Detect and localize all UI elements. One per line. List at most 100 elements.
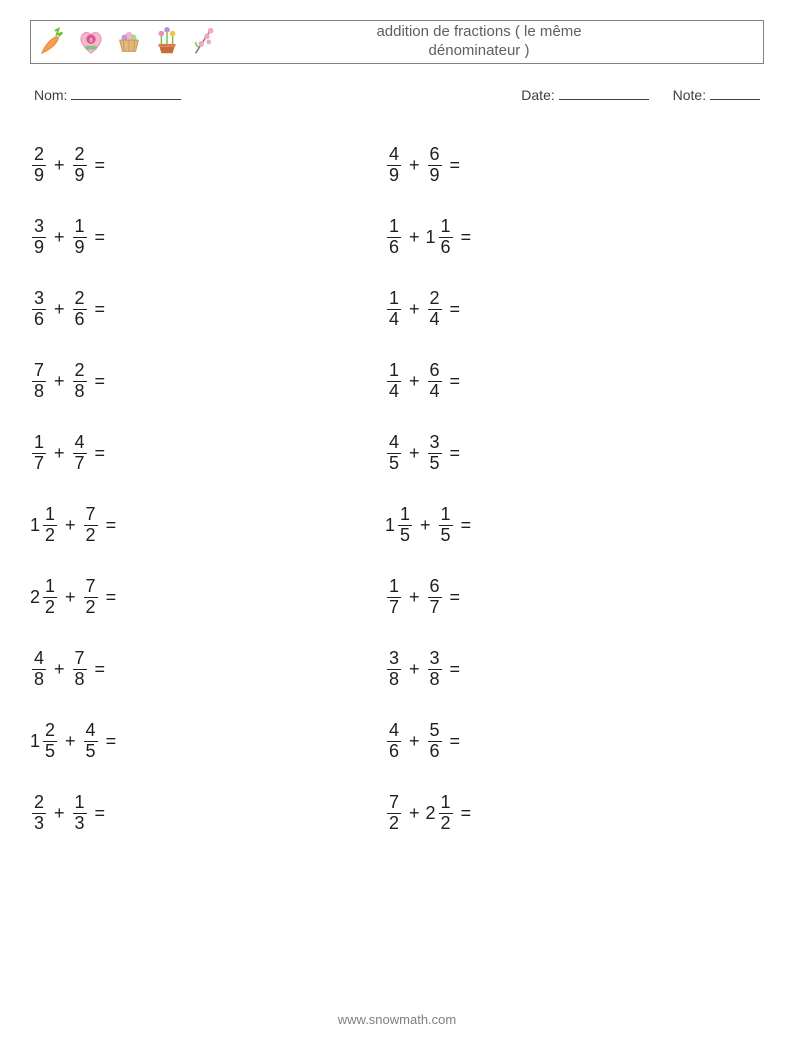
note-label: Note:	[673, 87, 706, 103]
numerator: 1	[387, 217, 401, 237]
header-icons: 8	[37, 26, 221, 58]
problem: 115+15=	[385, 489, 740, 561]
fraction: 29	[32, 145, 46, 186]
equals-sign: =	[95, 155, 106, 176]
problem: 29 +29 =	[30, 129, 385, 201]
denominator: 8	[73, 381, 87, 402]
problem: 212+72=	[30, 561, 385, 633]
fraction: 23	[32, 793, 46, 834]
plus-sign: +	[65, 587, 76, 608]
equals-sign: =	[95, 659, 106, 680]
svg-text:8: 8	[89, 38, 92, 44]
denominator: 6	[387, 741, 401, 762]
fraction: 15	[398, 505, 412, 546]
plus-sign: +	[409, 803, 420, 824]
whole-number: 1	[426, 227, 436, 248]
equals-sign: =	[450, 155, 461, 176]
numerator: 1	[73, 793, 87, 813]
name-blank	[71, 86, 181, 100]
denominator: 9	[428, 165, 442, 186]
denominator: 8	[428, 669, 442, 690]
numerator: 7	[84, 505, 98, 525]
numerator: 1	[43, 577, 57, 597]
fraction: 64	[428, 361, 442, 402]
equals-sign: =	[450, 443, 461, 464]
whole-number: 2	[30, 587, 40, 608]
numerator: 1	[387, 289, 401, 309]
date-label: Date:	[521, 87, 554, 103]
problems-grid: 29+29=39+19=36+26=78+28=17+47=112+72=212…	[30, 129, 764, 849]
denominator: 9	[73, 237, 87, 258]
numerator: 2	[43, 721, 57, 741]
denominator: 2	[387, 813, 401, 834]
fraction: 72	[84, 505, 98, 546]
fraction: 47	[73, 433, 87, 474]
equals-sign: =	[106, 587, 117, 608]
plus-sign: +	[54, 299, 65, 320]
numerator: 4	[84, 721, 98, 741]
whole-number: 1	[30, 731, 40, 752]
equals-sign: =	[106, 515, 117, 536]
denominator: 2	[84, 597, 98, 618]
fraction: 17	[32, 433, 46, 474]
problem: 45 +35 =	[385, 417, 740, 489]
whole-number: 2	[426, 803, 436, 824]
fraction: 14	[387, 361, 401, 402]
plus-sign: +	[409, 155, 420, 176]
plus-sign: +	[409, 659, 420, 680]
fraction: 36	[32, 289, 46, 330]
numerator: 7	[32, 361, 46, 381]
title-line-1: addition de fractions ( le même	[221, 23, 737, 42]
fraction: 13	[73, 793, 87, 834]
note-blank	[710, 86, 760, 100]
denominator: 6	[387, 237, 401, 258]
fraction: 29	[73, 145, 87, 186]
fraction: 28	[73, 361, 87, 402]
problem: 14+64=	[385, 345, 740, 417]
denominator: 7	[387, 597, 401, 618]
fraction: 72	[387, 793, 401, 834]
plus-sign: +	[54, 227, 65, 248]
fraction: 49	[387, 145, 401, 186]
numerator: 1	[439, 505, 453, 525]
plus-sign: +	[409, 587, 420, 608]
numerator: 1	[43, 505, 57, 525]
numerator: 7	[387, 793, 401, 813]
meta-row: Nom: Date: Note:	[30, 86, 764, 103]
plus-sign: +	[54, 155, 65, 176]
plus-sign: +	[409, 227, 420, 248]
fraction: 12	[43, 505, 57, 546]
denominator: 7	[428, 597, 442, 618]
denominator: 2	[439, 813, 453, 834]
numerator: 4	[32, 649, 46, 669]
fraction: 16	[439, 217, 453, 258]
title-line-2: dénominateur )	[221, 42, 737, 61]
numerator: 2	[32, 145, 46, 165]
equals-sign: =	[461, 227, 472, 248]
numerator: 1	[73, 217, 87, 237]
problem: 23+13=	[30, 777, 385, 849]
fraction: 35	[428, 433, 442, 474]
fraction: 78	[73, 649, 87, 690]
denominator: 4	[428, 381, 442, 402]
numerator: 3	[387, 649, 401, 669]
basket-icon	[113, 26, 145, 58]
denominator: 2	[43, 597, 57, 618]
fraction: 39	[32, 217, 46, 258]
worksheet-title: addition de fractions ( le même dénomina…	[221, 23, 757, 61]
denominator: 6	[32, 309, 46, 330]
denominator: 9	[32, 165, 46, 186]
denominator: 5	[398, 525, 412, 546]
plus-sign: +	[409, 371, 420, 392]
plus-sign: +	[409, 731, 420, 752]
header-box: 8 addition de fractions ( le même dénomi…	[30, 20, 764, 64]
numerator: 2	[428, 289, 442, 309]
fraction: 12	[439, 793, 453, 834]
fraction: 45	[387, 433, 401, 474]
equals-sign: =	[95, 227, 106, 248]
whole-number: 1	[30, 515, 40, 536]
denominator: 4	[387, 309, 401, 330]
numerator: 6	[428, 145, 442, 165]
plus-sign: +	[409, 443, 420, 464]
fraction: 46	[387, 721, 401, 762]
